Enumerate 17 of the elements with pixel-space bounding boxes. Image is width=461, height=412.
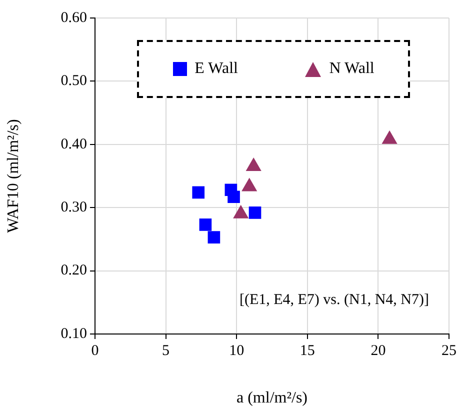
y-tick-label: 0.40 <box>60 136 87 152</box>
x-tick-label: 10 <box>229 342 244 359</box>
x-tick-label: 0 <box>91 342 99 359</box>
y-tick-label: 0.30 <box>60 200 87 216</box>
x-tick-label: 5 <box>162 342 170 359</box>
y-tick-label: 0.10 <box>60 326 87 342</box>
y-tick-label: 0.50 <box>60 73 87 90</box>
x-tick-label: 25 <box>442 342 456 359</box>
y-tick-label: 0.60 <box>60 10 87 26</box>
y-tick-label: 0.20 <box>60 262 87 279</box>
annotation: [(E1, E4, E7) vs. (N1, N4, N7)] <box>239 292 429 308</box>
x-tick-label: 20 <box>370 342 386 359</box>
y-axis-title: WAF10 (ml/m²/s) <box>4 119 22 233</box>
legend-label: N Wall <box>329 60 374 78</box>
x-axis-title: a (ml/m²/s) <box>236 390 308 407</box>
x-tick-label: 15 <box>300 342 315 359</box>
legend-label: E Wall <box>194 60 238 78</box>
